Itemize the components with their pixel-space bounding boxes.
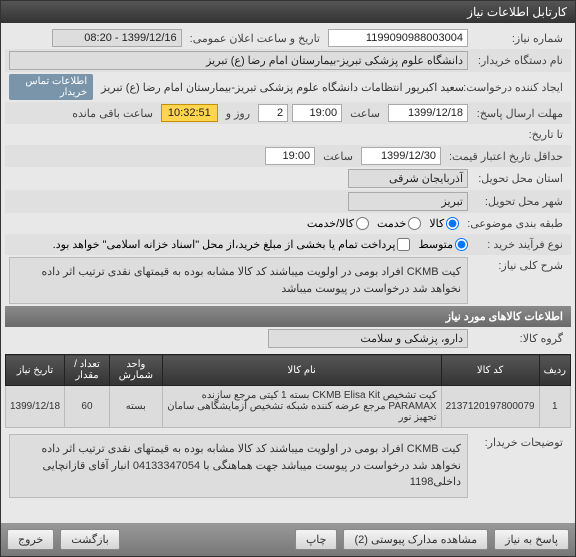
goods-group-label: گروه کالا:	[472, 330, 567, 347]
buyer-org-value: دانشگاه علوم پزشکی تبریز-بیمارستان امام …	[9, 51, 468, 70]
deadline-label: مهلت ارسال پاسخ:	[472, 105, 567, 122]
attachments-button[interactable]: مشاهده مدارک پیوستی (2)	[343, 529, 488, 550]
cell-date: 1399/12/18	[6, 386, 65, 428]
city-label: شهر محل تحویل:	[472, 193, 567, 210]
purchase-radio-group: متوسط پرداخت تمام یا بخشی از مبلغ خرید،ا…	[53, 238, 468, 251]
goods-info-header: اطلاعات کالاهای مورد نیاز	[5, 306, 571, 327]
subject-radio-group: کالا خدمت کالا/خدمت	[307, 217, 459, 230]
days-value: 2	[258, 104, 288, 122]
subject-group-label: طبقه بندی موضوعی:	[463, 215, 567, 232]
cell-qty: 60	[65, 386, 110, 428]
time-label-1: ساعت	[346, 105, 384, 122]
countdown-timer: 10:32:51	[161, 104, 218, 122]
exit-button[interactable]: خروج	[7, 529, 54, 550]
col-name: نام کالا	[162, 355, 441, 386]
delivery-state-label: استان محل تحویل:	[472, 170, 567, 187]
creator-label: ایجاد کننده درخواست:	[472, 79, 567, 96]
cell-name: کیت تشخیص CKMB Elisa Kit بسته 1 کیتی مرج…	[162, 386, 441, 428]
delivery-state-value: آذربایجان شرقی	[348, 169, 468, 188]
remaining-label: ساعت باقی مانده	[68, 105, 157, 122]
deadline-date: 1399/12/18	[388, 104, 468, 122]
deadline-time: 19:00	[292, 104, 342, 122]
col-qty: تعداد / مقدار	[65, 355, 110, 386]
window-title: کارتابل اطلاعات نیاز	[1, 1, 575, 23]
goods-table: ردیف کد کالا نام کالا واحد شمارش تعداد /…	[5, 354, 571, 428]
days-label: روز و	[222, 105, 254, 122]
radio-goods[interactable]: کالا	[429, 217, 459, 230]
purchase-type-label: نوع فرآیند خرید :	[472, 236, 567, 253]
contact-info-button[interactable]: اطلاعات تماس خریدار	[9, 74, 93, 100]
col-code: کد کالا	[441, 355, 539, 386]
need-number-label: شماره نیاز:	[472, 30, 567, 47]
announce-label: تاریخ و ساعت اعلان عمومی:	[186, 30, 324, 47]
radio-medium[interactable]: متوسط	[418, 238, 468, 251]
checkbox-treasury[interactable]: پرداخت تمام یا بخشی از مبلغ خرید،از محل …	[53, 238, 411, 251]
min-valid-date: 1399/12/30	[361, 147, 441, 165]
min-valid-label: حداقل تاریخ اعتبار قیمت:	[445, 148, 567, 165]
announce-value: 1399/12/16 - 08:20	[52, 29, 182, 47]
cell-row: 1	[539, 386, 570, 428]
info-window: کارتابل اطلاعات نیاز شماره نیاز: 1199090…	[0, 0, 576, 557]
city-value: تبریز	[348, 192, 468, 211]
to-date-label: تا تاریخ:	[472, 126, 567, 143]
need-number-value: 1199090988003004	[328, 29, 468, 47]
radio-service[interactable]: خدمت	[377, 217, 421, 230]
general-desc-value: کیت CKMB افراد بومی در اولویت میباشند کد…	[9, 257, 468, 304]
form-content: شماره نیاز: 1199090988003004 تاریخ و ساع…	[1, 23, 575, 523]
cell-unit: بسته	[109, 386, 162, 428]
table-row[interactable]: 1 2137120197800079 کیت تشخیص CKMB Elisa …	[6, 386, 571, 428]
cell-code: 2137120197800079	[441, 386, 539, 428]
buyer-notes-value: کیت CKMB افراد بومی در اولویت میباشند کد…	[9, 434, 468, 498]
col-unit: واحد شمارش	[109, 355, 162, 386]
creator-value: سعید اکبرپور انتظامات دانشگاه علوم پزشکی…	[97, 79, 468, 96]
general-desc-label: شرح کلی نیاز:	[472, 257, 567, 274]
buyer-org-label: نام دستگاه خریدار:	[472, 52, 567, 69]
print-button[interactable]: چاپ	[295, 529, 338, 550]
radio-goods-service[interactable]: کالا/خدمت	[307, 217, 369, 230]
goods-group-value: دارو، پزشکی و سلامت	[268, 329, 468, 348]
time-label-2: ساعت	[319, 148, 357, 165]
footer-toolbar: پاسخ به نیاز مشاهده مدارک پیوستی (2) چاپ…	[1, 523, 575, 556]
col-date: تاریخ نیاز	[6, 355, 65, 386]
buyer-notes-label: توضیحات خریدار:	[472, 434, 567, 451]
min-valid-time: 19:00	[265, 147, 315, 165]
spacer	[126, 529, 289, 550]
back-button[interactable]: بازگشت	[60, 529, 120, 550]
col-row: ردیف	[539, 355, 570, 386]
reply-button[interactable]: پاسخ به نیاز	[494, 529, 569, 550]
